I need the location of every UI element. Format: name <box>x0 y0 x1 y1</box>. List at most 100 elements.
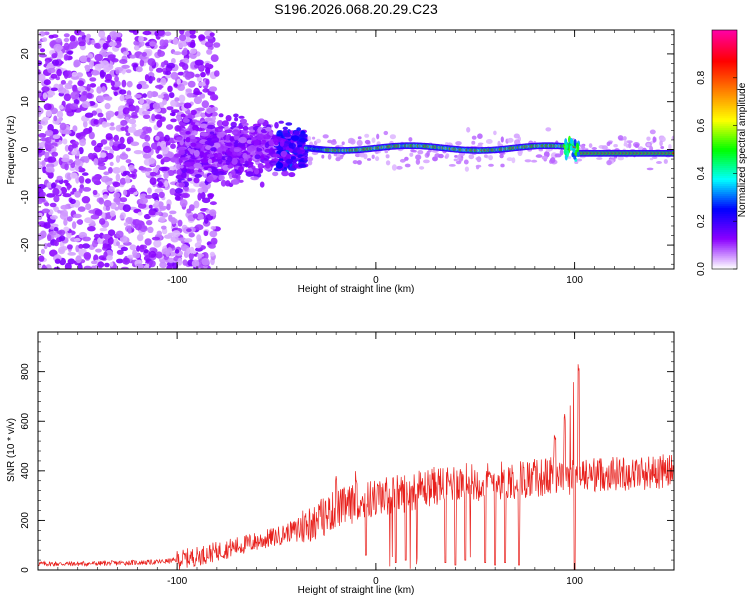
heatmap-cell <box>81 101 91 108</box>
heatmap-cell <box>573 139 577 147</box>
heatmap-cell <box>189 30 196 35</box>
heatmap-cell <box>45 109 52 117</box>
heatmap-cell <box>53 266 61 269</box>
heatmap-cell <box>56 110 64 118</box>
heatmap-cell <box>171 58 176 64</box>
heatmap-cell <box>206 153 215 158</box>
heatmap-cell <box>38 255 45 262</box>
heatmap-cell <box>85 35 90 44</box>
heatmap-cell <box>125 175 131 184</box>
heatmap-cell <box>96 95 105 103</box>
heatmap-cell <box>84 64 91 72</box>
heatmap-cell <box>121 79 127 88</box>
heatmap-cell <box>213 42 221 48</box>
heatmap-cell <box>185 88 192 93</box>
heatmap-cell <box>109 210 116 217</box>
colorbar-step <box>712 177 737 180</box>
colorbar-step <box>712 241 737 244</box>
heatmap-cell <box>238 136 247 144</box>
heatmap-cell <box>174 249 180 254</box>
heatmap-cell <box>214 70 220 77</box>
heatmap-cell <box>83 120 88 128</box>
heatmap-cell <box>81 196 91 204</box>
heatmap-cell <box>196 253 205 258</box>
heatmap-cell <box>278 120 285 124</box>
heatmap-cell <box>223 139 232 143</box>
heatmap-cell <box>85 203 92 211</box>
heatmap-cell <box>172 262 179 269</box>
heatmap-cell <box>193 200 200 209</box>
y-tick-label: 10 <box>20 96 31 108</box>
heatmap-cell <box>218 113 224 118</box>
heatmap-cell <box>240 129 249 134</box>
colorbar-step <box>712 77 737 81</box>
colorbar-step <box>712 127 737 131</box>
heatmap-cell <box>133 40 140 46</box>
heatmap-cell <box>53 227 59 232</box>
heatmap-cell <box>209 209 217 217</box>
heatmap-cell <box>87 152 94 160</box>
heatmap-cell <box>77 86 86 92</box>
heatmap-cell <box>98 197 105 205</box>
heatmap-cell <box>53 115 58 122</box>
x-tick-label: 0 <box>373 576 379 587</box>
heatmap-cell <box>198 182 207 188</box>
colorbar-step <box>712 63 737 67</box>
heatmap-cell <box>116 241 120 247</box>
heatmap-cell <box>41 86 50 92</box>
heatmap-cell <box>290 156 297 160</box>
heatmap-cell <box>178 94 186 103</box>
heatmap-cell <box>409 152 414 157</box>
heatmap-cell <box>204 41 214 48</box>
heatmap-cell <box>43 79 51 86</box>
heatmap-cell <box>108 186 115 193</box>
heatmap-cell <box>201 197 211 204</box>
heatmap-cell <box>453 158 458 162</box>
heatmap-cell <box>71 143 78 149</box>
heatmap-cell <box>274 122 279 129</box>
heatmap-cell <box>120 119 128 126</box>
heatmap-cell <box>178 182 185 188</box>
colorbar-step <box>712 141 737 145</box>
heatmap-cell <box>242 125 249 131</box>
heatmap-cell <box>206 175 214 183</box>
heatmap-cell <box>74 158 81 166</box>
heatmap-cell <box>170 218 178 225</box>
heatmap-cell <box>185 137 191 143</box>
heatmap-cell <box>563 149 567 154</box>
heatmap-cell <box>120 266 129 269</box>
heatmap-cell <box>57 246 66 255</box>
heatmap-cell <box>129 105 136 112</box>
heatmap-cell <box>201 100 209 109</box>
heatmap-cell <box>47 234 52 242</box>
heatmap-cell <box>471 135 477 140</box>
heatmap-cell <box>67 50 73 55</box>
heatmap-cell <box>62 138 68 145</box>
heatmap-cell <box>663 159 668 164</box>
heatmap-cell <box>53 195 60 203</box>
heatmap-cell <box>205 35 214 40</box>
heatmap-cell <box>105 152 114 160</box>
heatmap-cell <box>299 133 308 138</box>
heatmap-cell <box>385 154 390 159</box>
heatmap-cell <box>210 226 216 230</box>
colorbar-step <box>712 163 737 167</box>
heatmap-cell <box>157 181 163 188</box>
heatmap-cell <box>383 130 389 136</box>
heatmap-cell <box>299 138 308 143</box>
heatmap-cell <box>43 222 51 229</box>
heatmap-cell <box>75 255 82 264</box>
colorbar-step <box>712 79 737 83</box>
heatmap-cell <box>158 216 166 222</box>
heatmap-cell <box>170 118 177 123</box>
heatmap-cell <box>200 132 209 137</box>
heatmap-cell <box>78 41 86 47</box>
heatmap-cell <box>107 229 116 236</box>
heatmap-cell <box>94 53 103 62</box>
heatmap-cell <box>44 140 52 149</box>
heatmap-cell <box>128 118 137 125</box>
heatmap-cell <box>166 124 174 130</box>
heatmap-cell <box>375 156 380 162</box>
heatmap-cell <box>117 143 126 150</box>
heatmap-cell <box>613 144 618 148</box>
